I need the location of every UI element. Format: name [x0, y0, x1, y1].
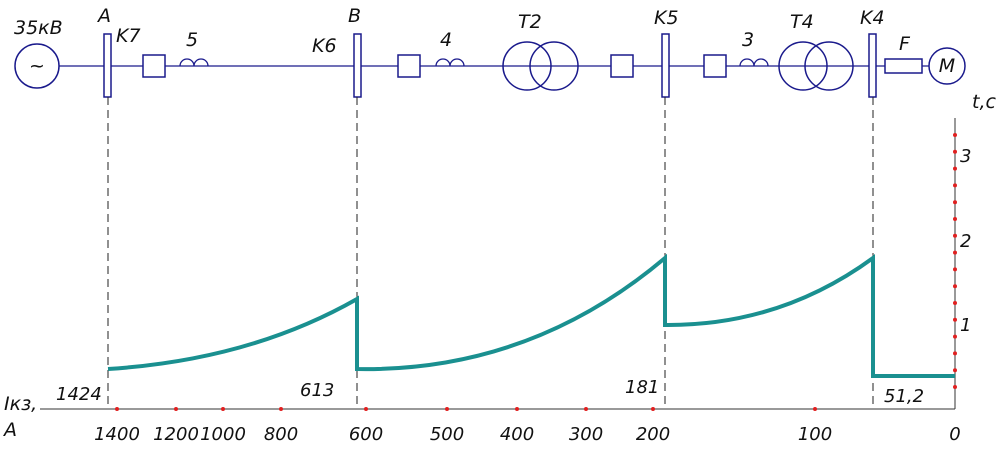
tick-dot [953, 183, 957, 188]
tick-dot [279, 407, 283, 411]
reactor-4-label: 4 [440, 29, 452, 51]
tick-dot [221, 407, 225, 411]
fuse [884, 58, 923, 74]
voltage-label: 35кВ [14, 17, 63, 39]
time-axis-label: t,c [972, 91, 996, 113]
fault-current: 613 [300, 380, 334, 401]
current-tick-label: 200 [636, 424, 670, 445]
tick-dot [953, 351, 957, 356]
tick-dot [953, 334, 957, 339]
tick-dot [953, 385, 957, 389]
tick-dot [115, 407, 119, 411]
transformer-winding [804, 41, 854, 91]
current-tick-label: 500 [430, 424, 464, 445]
bus-a-label: A [96, 5, 111, 27]
bus-b [353, 33, 362, 98]
current-tick-label: 400 [500, 424, 534, 445]
tick-dot [953, 317, 957, 322]
current-tick-label: 100 [798, 424, 832, 445]
transformer-winding [778, 41, 828, 91]
bus-b-label: B [348, 5, 361, 27]
protection-curve [107, 253, 955, 378]
tick-dot [953, 250, 957, 255]
time-tick-label: 2 [960, 231, 971, 252]
tick-dot [515, 407, 519, 411]
time-tick-label: 3 [960, 146, 971, 167]
tick-dot [953, 368, 957, 373]
tick-dot [953, 284, 957, 289]
transformer-winding [529, 41, 579, 91]
tick-dot [364, 407, 368, 411]
tick-dot [953, 200, 957, 205]
generator-symbol: ~ [29, 55, 45, 77]
tick-dot [953, 301, 957, 305]
breaker [397, 54, 421, 78]
current-tick-label: 1200 [153, 424, 199, 445]
tick-dot [953, 217, 957, 221]
tick-dot [953, 149, 957, 154]
bus-a [103, 33, 112, 98]
tick-dot [813, 407, 817, 411]
breaker [610, 54, 634, 78]
reactor [435, 58, 465, 67]
reactor [739, 58, 769, 67]
current-tick-label: 1000 [200, 424, 246, 445]
reactor [179, 58, 209, 67]
current-axis-label: A [2, 419, 17, 441]
current-tick-label: 800 [264, 424, 298, 445]
current-axis-label: Iкз, [4, 393, 37, 415]
motor [928, 47, 966, 85]
bus-k4 [868, 33, 877, 98]
reactor-3-label: 3 [742, 29, 754, 51]
tick-dot [953, 133, 957, 137]
tick-dot [953, 233, 957, 238]
tick-dot [445, 407, 449, 411]
tick-dot [651, 407, 655, 411]
motor-label: M [939, 55, 955, 77]
generator [14, 43, 60, 89]
k5-label: K5 [654, 7, 679, 29]
k4-label: K4 [860, 7, 885, 29]
t2-label: T2 [518, 11, 542, 33]
tick-dot [174, 407, 178, 411]
current-tick-label: 600 [349, 424, 383, 445]
tick-dot [584, 407, 588, 411]
k7-label: K7 [116, 25, 141, 47]
breaker [703, 54, 727, 78]
fault-current: 1424 [56, 384, 102, 405]
fault-current: 51,2 [884, 386, 924, 407]
breaker [142, 54, 166, 78]
current-tick-label: 0 [949, 424, 960, 445]
tick-dot [953, 166, 957, 171]
fuse-label: F [899, 33, 911, 55]
current-tick-label: 1400 [94, 424, 140, 445]
fault-current: 181 [625, 377, 659, 398]
time-tick-label: 1 [960, 315, 971, 336]
bus-k5 [661, 33, 670, 98]
reactor-5-label: 5 [186, 29, 198, 51]
t4-label: T4 [790, 11, 814, 33]
transformer-winding [502, 41, 552, 91]
tick-dot [953, 267, 957, 272]
current-tick-label: 300 [569, 424, 603, 445]
k6-label: K6 [312, 35, 337, 57]
